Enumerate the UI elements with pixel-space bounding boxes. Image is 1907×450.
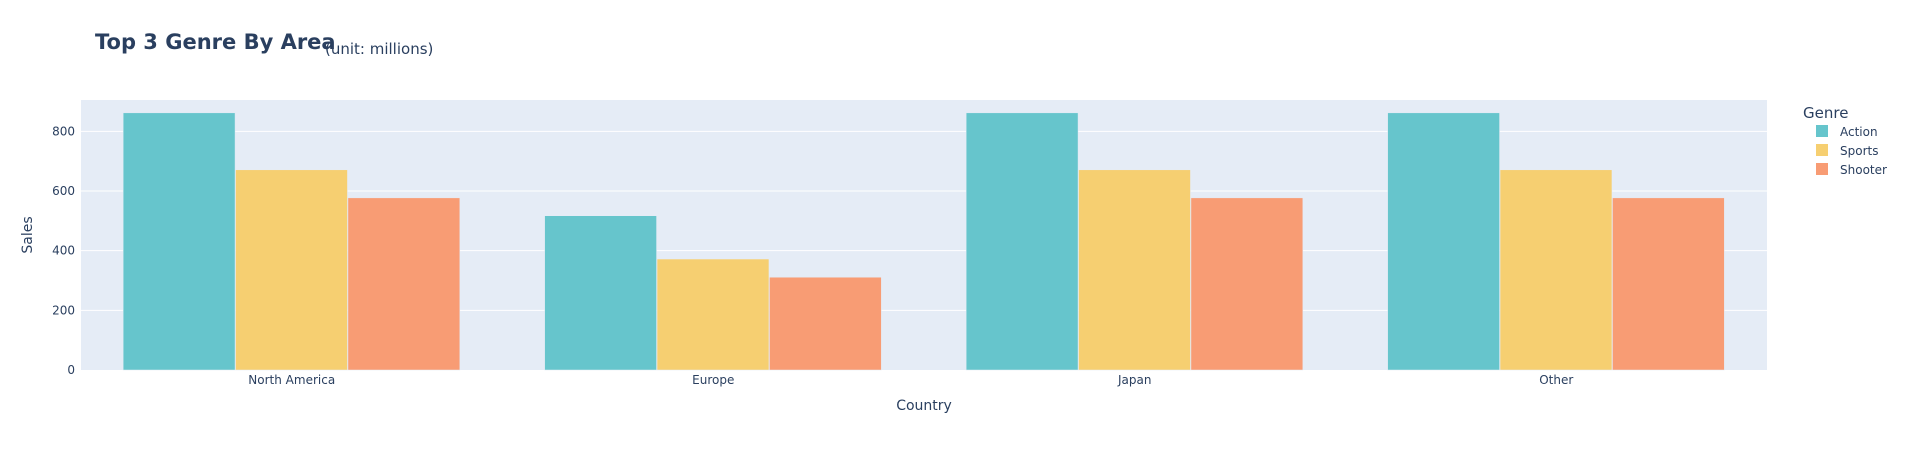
chart-subtitle: (unit: millions) bbox=[325, 40, 433, 58]
legend-label-action[interactable]: Action bbox=[1840, 125, 1878, 139]
chart-title: Top 3 Genre By Area bbox=[95, 30, 336, 54]
legend-title: Genre bbox=[1803, 104, 1848, 122]
bar-shooter-japan[interactable] bbox=[1190, 197, 1304, 371]
y-tick-labels: 0 200 400 600 800 bbox=[52, 124, 75, 377]
x-tick-label: Europe bbox=[692, 373, 734, 387]
y-tick-label: 0 bbox=[67, 363, 75, 377]
y-tick-label: 600 bbox=[52, 184, 75, 198]
x-tick-label: Japan bbox=[1117, 373, 1151, 387]
bar-action-other[interactable] bbox=[1387, 112, 1500, 371]
x-tick-label: Other bbox=[1539, 373, 1573, 387]
x-tick-label: North America bbox=[248, 373, 335, 387]
legend: Genre Action Sports Shooter bbox=[1803, 104, 1887, 177]
legend-swatch-action[interactable] bbox=[1816, 125, 1828, 137]
legend-label-sports[interactable]: Sports bbox=[1840, 144, 1878, 158]
y-tick-label: 200 bbox=[52, 303, 75, 317]
bars bbox=[122, 112, 1725, 371]
bar-shooter-europe[interactable] bbox=[769, 276, 882, 371]
legend-label-shooter[interactable]: Shooter bbox=[1840, 163, 1887, 177]
bar-sports-europe[interactable] bbox=[656, 258, 770, 371]
bar-sports-other[interactable] bbox=[1499, 169, 1613, 371]
bar-action-europe[interactable] bbox=[544, 215, 657, 371]
legend-swatch-shooter[interactable] bbox=[1816, 163, 1828, 175]
bar-action-japan[interactable] bbox=[965, 112, 1079, 371]
bar-shooter-other[interactable] bbox=[1612, 197, 1725, 371]
bar-sports-japan[interactable] bbox=[1078, 169, 1191, 371]
y-tick-label: 800 bbox=[52, 124, 75, 138]
bar-shooter-north-america[interactable] bbox=[347, 197, 461, 371]
y-axis-title: Sales bbox=[20, 216, 36, 253]
x-axis-title: Country bbox=[896, 398, 952, 414]
bar-sports-north-america[interactable] bbox=[235, 169, 348, 371]
bar-action-north-america[interactable] bbox=[122, 112, 236, 371]
x-tick-labels: North America Europe Japan Other bbox=[248, 373, 1573, 387]
y-tick-label: 400 bbox=[52, 244, 75, 258]
legend-swatch-sports[interactable] bbox=[1816, 144, 1828, 156]
